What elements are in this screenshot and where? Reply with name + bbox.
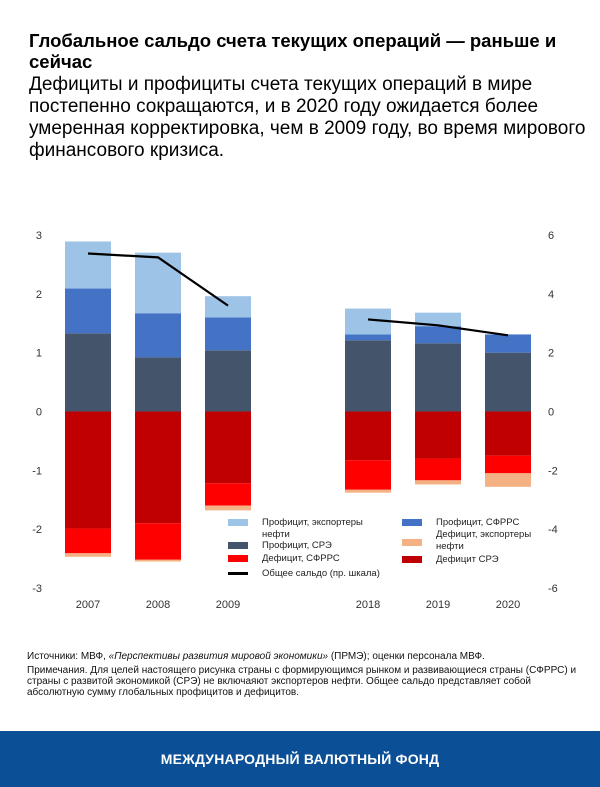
legend-swatch bbox=[228, 519, 248, 526]
bar-segment bbox=[65, 411, 111, 529]
bar-segment bbox=[65, 241, 111, 289]
bar-segment bbox=[485, 455, 531, 474]
bar-segment bbox=[135, 559, 181, 562]
bar-segment bbox=[135, 357, 181, 412]
bar-segment bbox=[485, 473, 531, 487]
legend-label: Общее сальдо (пр. шкала) bbox=[262, 568, 380, 579]
right-axis-tick: 2 bbox=[548, 348, 554, 360]
bar-segment bbox=[135, 252, 181, 314]
source-note: Источники: МВФ, «Перспективы развития ми… bbox=[27, 651, 587, 662]
total-balance-line bbox=[87, 252, 229, 307]
left-axis-tick: 3 bbox=[36, 230, 42, 242]
legend-item: Общее сальдо (пр. шкала) bbox=[228, 568, 408, 580]
footer-brand: МЕЖДУНАРОДНЫЙ ВАЛЮТНЫЙ ФОНД bbox=[0, 731, 600, 787]
legend-swatch bbox=[228, 555, 248, 562]
left-axis-tick: -1 bbox=[32, 465, 42, 477]
x-axis-tick: 2019 bbox=[426, 599, 450, 611]
bar-segment bbox=[65, 333, 111, 412]
x-axis-tick: 2008 bbox=[146, 599, 170, 611]
notes: Источники: МВФ, «Перспективы развития ми… bbox=[27, 651, 587, 701]
legend-item: Профицит, экспортеры нефти bbox=[228, 517, 368, 540]
legend-swatch bbox=[228, 542, 248, 549]
bar-segment bbox=[345, 334, 391, 341]
left-axis-tick: -3 bbox=[32, 583, 42, 595]
legend-label: Профицит, СРЭ bbox=[262, 540, 332, 551]
right-axis-tick: 0 bbox=[548, 407, 554, 419]
bar-segment bbox=[485, 411, 531, 456]
bar-segment bbox=[345, 460, 391, 490]
x-axis-tick: 2018 bbox=[356, 599, 380, 611]
source-title: «Перспективы развития мировой экономики» bbox=[108, 651, 329, 662]
chart-subtitle: Дефициты и профициты счета текущих опера… bbox=[29, 74, 586, 161]
legend-item: Дефицит СРЭ bbox=[402, 554, 542, 566]
legend-item: Профицит, СРЭ bbox=[228, 540, 368, 552]
bar-segment bbox=[415, 480, 461, 485]
left-axis-tick: 0 bbox=[36, 407, 42, 419]
bar-segment bbox=[205, 505, 251, 511]
bar-segment bbox=[205, 296, 251, 318]
bar-segment bbox=[205, 483, 251, 506]
bar-segment bbox=[345, 340, 391, 412]
left-axis-tick: 1 bbox=[36, 348, 42, 360]
legend-label: Профицит, экспортеры нефти bbox=[262, 517, 363, 540]
legend-item: Дефицит, СФРРС bbox=[228, 553, 368, 565]
bar-segment bbox=[415, 411, 461, 459]
x-axis-tick: 2007 bbox=[76, 599, 100, 611]
bar-segment bbox=[205, 350, 251, 412]
total-balance-line bbox=[367, 318, 509, 337]
left-axis-tick: -2 bbox=[32, 524, 42, 536]
bar-segment bbox=[65, 553, 111, 557]
legend-label: Дефицит, экспортеры нефти bbox=[436, 529, 532, 552]
source-prefix: Источники: МВФ, bbox=[27, 651, 109, 662]
bar-segment bbox=[415, 326, 461, 344]
legend-label: Профицит, СФРРС bbox=[436, 517, 520, 528]
bar-segment bbox=[205, 411, 251, 484]
chart-title: Глобальное сальдо счета текущих операций… bbox=[29, 30, 557, 72]
right-axis-tick: -2 bbox=[548, 465, 558, 477]
legend-swatch bbox=[402, 539, 422, 546]
source-suffix: (ПРМЭ); оценки персонала МВФ. bbox=[328, 651, 485, 662]
x-axis-tick: 2020 bbox=[496, 599, 520, 611]
legend-swatch bbox=[402, 519, 422, 526]
chart: 3 2 1 0 -1 -2 -3 6 4 2 0 -2 -4 -6 2007 2008 2009 2018 2019… bbox=[32, 230, 558, 611]
bar-segment bbox=[345, 411, 391, 461]
bar-segment bbox=[65, 528, 111, 554]
bar-segment bbox=[485, 352, 531, 412]
bar-segment bbox=[135, 411, 181, 524]
legend-label: Дефицит СРЭ bbox=[436, 554, 499, 565]
legend-item: Дефицит, экспортеры нефти bbox=[402, 529, 542, 552]
left-axis-tick: 2 bbox=[36, 289, 42, 301]
right-axis-tick: -4 bbox=[548, 524, 558, 536]
bar-segment bbox=[485, 334, 531, 353]
bar-segment bbox=[415, 343, 461, 412]
bar-segment bbox=[345, 489, 391, 493]
bar-segment bbox=[135, 313, 181, 358]
legend-item: Профицит, СФРРС bbox=[402, 517, 542, 529]
legend-swatch bbox=[228, 572, 248, 575]
bar-segment bbox=[65, 288, 111, 334]
x-axis-tick: 2009 bbox=[216, 599, 240, 611]
bar-segment bbox=[205, 317, 251, 351]
bar-segment bbox=[415, 458, 461, 481]
bar-segment bbox=[135, 523, 181, 560]
bar-segment bbox=[415, 312, 461, 327]
legend-label: Дефицит, СФРРС bbox=[262, 553, 340, 564]
footnote: Примечания. Для целей настоящего рисунка… bbox=[27, 665, 577, 698]
right-axis-tick: -6 bbox=[548, 583, 558, 595]
legend-swatch bbox=[402, 556, 422, 563]
right-axis-tick: 6 bbox=[548, 230, 554, 242]
right-axis-tick: 4 bbox=[548, 289, 554, 301]
